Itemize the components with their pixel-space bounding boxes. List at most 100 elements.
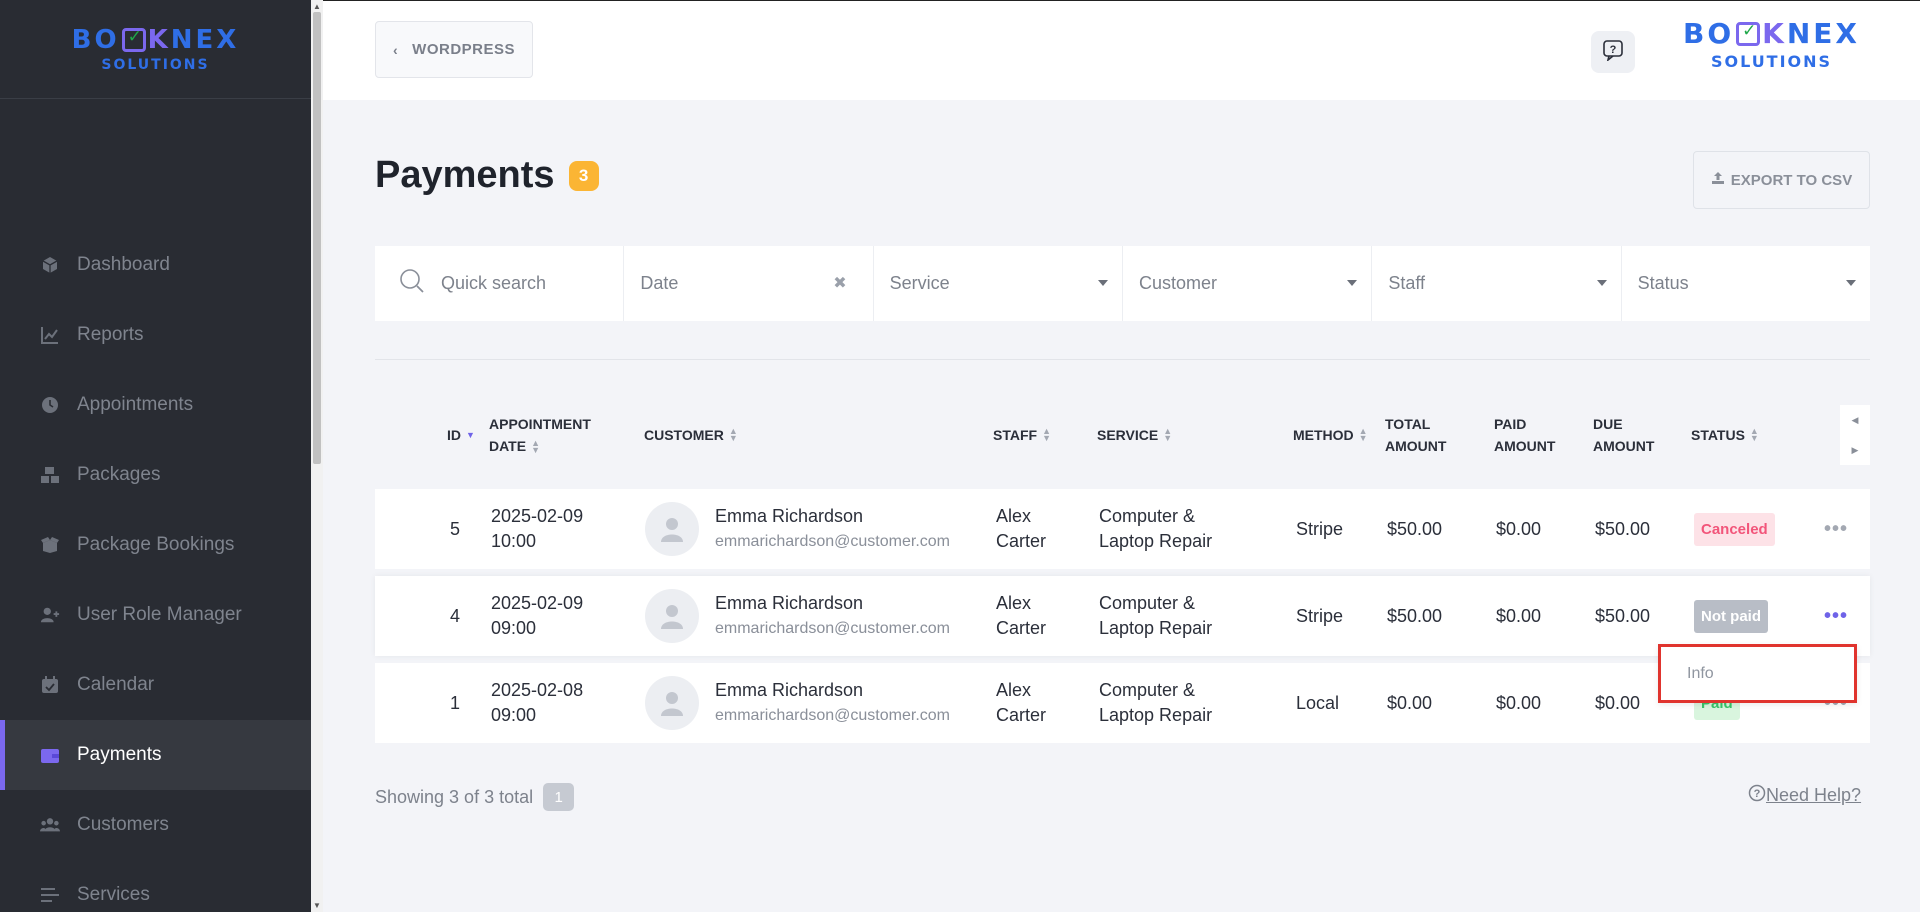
more-horizontal-icon[interactable]: ••• [1824, 604, 1849, 627]
avatar [645, 676, 699, 730]
customer-name: Emma Richardson [715, 506, 864, 526]
sidebar-item-calendar[interactable]: Calendar [0, 650, 311, 720]
more-horizontal-icon[interactable]: ••• [1824, 517, 1849, 540]
staff-filter[interactable]: Staff [1372, 246, 1622, 321]
wordpress-back-button[interactable]: ‹ WORDPRESS [375, 21, 533, 78]
page-number-button[interactable]: 1 [543, 783, 575, 811]
logo-text-left: BO [1683, 17, 1735, 50]
sidebar-item-payments[interactable]: Payments [0, 720, 311, 790]
sort-icon: ▲ ▼ [531, 438, 540, 456]
sidebar-item-label: Calendar [77, 674, 155, 695]
scrollbar-thumb[interactable] [313, 12, 321, 464]
header-paid-line1: PAID [1494, 416, 1527, 432]
menu-item-info[interactable]: Info [1687, 664, 1714, 682]
avatar [645, 502, 699, 556]
sidebar-item-label: User Role Manager [77, 604, 242, 625]
need-help-label: Need Help? [1766, 785, 1862, 805]
row-method: Stripe [1296, 518, 1344, 539]
row-method: Stripe [1296, 605, 1344, 626]
scroll-down-icon[interactable]: ▼ [313, 901, 321, 910]
sort-icon: ▲ ▼ [1163, 426, 1173, 443]
header-status[interactable]: STATUS ▲ ▼ [1691, 410, 1759, 460]
header-method-label: METHOD [1293, 427, 1354, 443]
header-appointment-date[interactable]: APPOINTMENT DATE ▲ ▼ [489, 410, 591, 460]
row-paid: $0.00 [1496, 518, 1542, 539]
sidebar-item-package-bookings[interactable]: Package Bookings [0, 510, 311, 580]
scroll-up-icon[interactable]: ▲ [313, 2, 321, 11]
row-actions[interactable]: ••• [1824, 489, 1848, 569]
sidebar-scrollbar[interactable]: ▲ ▼ [311, 0, 323, 912]
search-icon [399, 268, 425, 299]
cube-icon [40, 255, 60, 275]
scroll-left-icon[interactable]: ◀ [1851, 414, 1859, 425]
table-scroll-controls: ◀ ▶ [1840, 405, 1870, 465]
sidebar-item-services[interactable]: Services [0, 860, 311, 912]
row-customer [645, 576, 699, 656]
row-date-day: 2025-02-08 [491, 680, 584, 700]
staff-last: Carter [996, 705, 1047, 725]
page-title-text: Payments [375, 154, 555, 196]
service-line2: Laptop Repair [1099, 618, 1213, 638]
need-help-link[interactable]: ? Need Help? [1748, 784, 1861, 807]
header-id[interactable]: ID ▼ [447, 410, 475, 460]
customer-email: emmarichardson@customer.com [715, 707, 950, 724]
row-customer-info: Emma Richardson emmarichardson@customer.… [715, 489, 950, 569]
header-total-line1: TOTAL [1385, 416, 1431, 432]
header-appointment-line1: APPOINTMENT [489, 416, 591, 432]
table-row[interactable]: 5 2025-02-09 10:00 Emma Richardson emmar… [375, 489, 1870, 569]
logo-text-left: BO [71, 25, 120, 55]
sidebar-item-appointments[interactable]: Appointments [0, 370, 311, 440]
showing-text: Showing 3 of 3 total [375, 786, 534, 807]
scroll-right-icon[interactable]: ▶ [1851, 444, 1859, 455]
sort-icon: ▲ ▼ [1042, 426, 1051, 443]
header-total-line2: AMOUNT [1385, 438, 1447, 454]
caret-down-icon [1347, 280, 1358, 286]
header-service-label: SERVICE [1097, 427, 1159, 443]
upload-icon [1711, 171, 1725, 189]
date-filter-label: Date [640, 273, 679, 293]
header-due-amount: DUE AMOUNT [1593, 410, 1654, 460]
sidebar-item-customers[interactable]: Customers [0, 790, 311, 860]
export-csv-button[interactable]: EXPORT TO CSV [1693, 151, 1870, 209]
row-service: Computer & Laptop Repair [1099, 576, 1212, 656]
sidebar-item-label: Customers [77, 814, 169, 835]
row-status: Canceled [1694, 489, 1775, 569]
header-staff[interactable]: STAFF ▲ ▼ [993, 410, 1051, 460]
header-service[interactable]: SERVICE ▲ ▼ [1097, 410, 1172, 460]
service-filter[interactable]: Service [874, 246, 1123, 321]
service-line1: Computer & [1099, 680, 1196, 700]
date-filter[interactable]: Date ✖ [624, 246, 874, 321]
row-service: Computer & Laptop Repair [1099, 489, 1212, 569]
table-row[interactable]: 4 2025-02-09 09:00 Emma Richardson emmar… [375, 576, 1870, 656]
status-filter[interactable]: Status [1622, 246, 1870, 321]
sidebar-item-dashboard[interactable]: Dashboard [0, 230, 311, 300]
header-customer[interactable]: CUSTOMER ▲ ▼ [644, 410, 738, 460]
status-badge: Canceled [1694, 512, 1775, 546]
row-due: $0.00 [1595, 692, 1641, 713]
header-due-line2: AMOUNT [1593, 438, 1655, 454]
service-line1: Computer & [1099, 593, 1196, 613]
sidebar-item-packages[interactable]: Packages [0, 440, 311, 510]
sidebar-item-user-role-manager[interactable]: User Role Manager [0, 580, 311, 650]
clear-icon[interactable]: ✖ [833, 275, 847, 292]
logo-text-k: K [147, 25, 171, 55]
table-row[interactable]: 1 2025-02-08 09:00 Emma Richardson emmar… [375, 663, 1870, 743]
sidebar-item-label: Package Bookings [77, 534, 235, 555]
staff-first: Alex [996, 680, 1032, 700]
row-actions[interactable]: ••• [1824, 576, 1848, 656]
sidebar-item-reports[interactable]: Reports [0, 300, 311, 370]
service-line2: Laptop Repair [1099, 705, 1213, 725]
chevron-left-icon: ‹ [392, 41, 399, 58]
row-customer [645, 663, 699, 743]
header-method[interactable]: METHOD ▲ ▼ [1293, 410, 1368, 460]
search-input[interactable]: Quick search [375, 246, 625, 321]
help-button[interactable]: ? [1591, 31, 1635, 73]
customer-filter[interactable]: Customer [1123, 246, 1373, 321]
header-paid-line2: AMOUNT [1494, 438, 1556, 454]
row-date-time: 09:00 [491, 705, 537, 725]
wallet-icon [40, 745, 60, 765]
